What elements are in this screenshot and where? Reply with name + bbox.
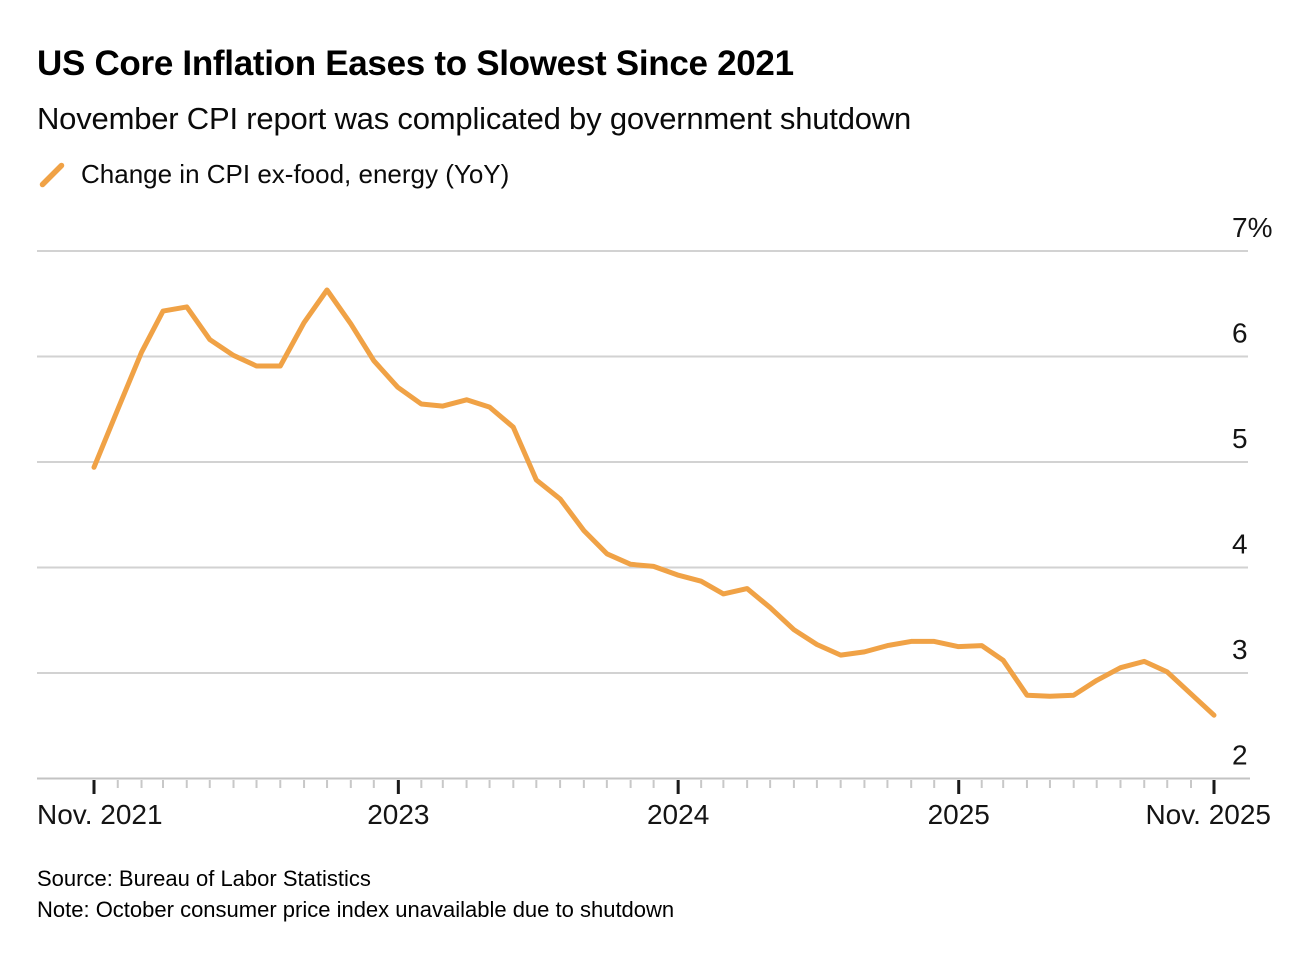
x-axis-label: Nov. 2025: [1145, 799, 1271, 830]
legend-slash-icon: [39, 162, 65, 187]
x-axis-label: 2023: [367, 799, 429, 830]
cpi-line-series: [91, 287, 1217, 718]
chart-title: US Core Inflation Eases to Slowest Since…: [37, 44, 794, 83]
chart-subtitle: November CPI report was complicated by g…: [37, 101, 912, 136]
source-note: Source: Bureau of Labor Statistics: [37, 866, 371, 891]
legend-line-icon: [39, 162, 65, 187]
x-axis-label: 2024: [647, 799, 709, 830]
y-axis-label: 5: [1232, 423, 1248, 454]
x-axis-label: 2025: [928, 799, 990, 830]
y-axis-label: 4: [1232, 529, 1248, 560]
y-axis-label: 7%: [1232, 212, 1272, 243]
x-axis-label: Nov. 2021: [37, 799, 163, 830]
footnote: Note: October consumer price index unava…: [37, 897, 675, 922]
y-axis-label: 3: [1232, 634, 1248, 665]
y-axis-label: 6: [1232, 318, 1248, 349]
legend: Change in CPI ex-food, energy (YoY): [39, 159, 509, 190]
legend-label: Change in CPI ex-food, energy (YoY): [81, 159, 510, 189]
y-axis-label: 2: [1232, 740, 1248, 771]
